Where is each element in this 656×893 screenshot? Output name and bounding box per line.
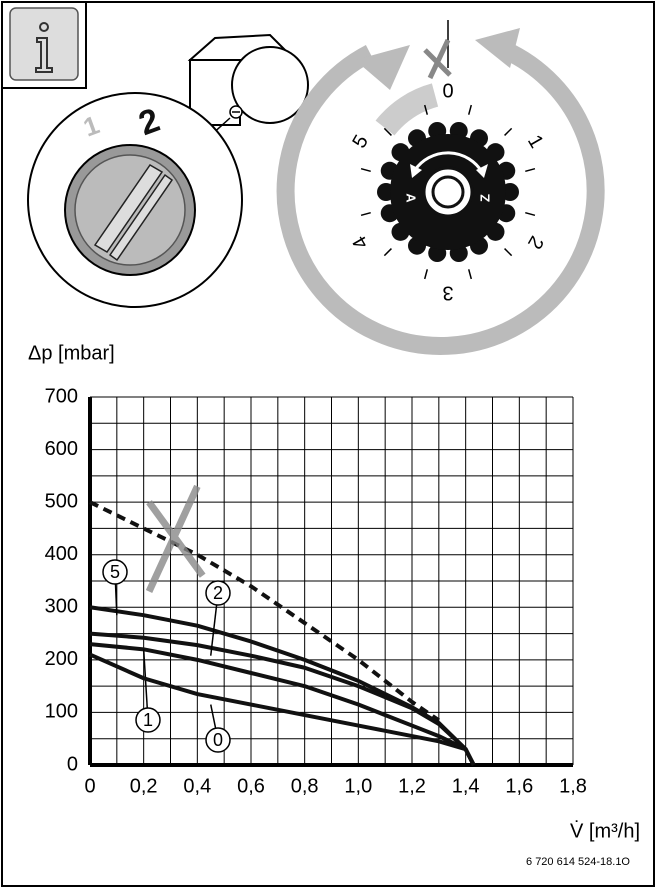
dial-label: 0 (442, 80, 453, 102)
dial-tick (383, 248, 392, 257)
legend-label: 0 (213, 730, 223, 750)
y-tick-label: 200 (45, 648, 78, 670)
dial-illustration: A Z (276, 20, 605, 355)
x-tick-label: 0,4 (183, 775, 211, 797)
dial-tick (467, 104, 473, 115)
dial-tick (504, 248, 513, 257)
x-tick-label: 0,2 (130, 775, 158, 797)
dial-direction: Z (477, 194, 492, 202)
y-tick-label: 500 (45, 490, 78, 512)
dial-tick (525, 211, 536, 217)
y-tick-label: 0 (67, 753, 78, 775)
dial-label: 3 (442, 282, 453, 304)
legend-label: 1 (143, 710, 153, 730)
x-axis-label: V̇ [m³/h] (570, 820, 640, 842)
line (89, 631, 476, 766)
legend-circle (205, 727, 231, 753)
line (89, 652, 476, 766)
dial-direction: A (404, 193, 419, 203)
dial-tick (360, 211, 371, 217)
switch-illustration: 1 2 (27, 33, 309, 308)
dial-tick (383, 127, 392, 136)
y-tick-label: 600 (45, 438, 78, 460)
y-tick-label: 700 (45, 385, 78, 407)
x-tick-label: 1,6 (505, 775, 533, 797)
dial-tick (525, 167, 536, 173)
plot: 0 0,2 0,4 0,6 0,8 1,0 1,2 1,4 1,6 1,8 0 100 200 300 40… (45, 385, 587, 797)
dial-tick (360, 167, 371, 173)
limit-mark (145, 484, 206, 593)
info-icon (1, 1, 87, 89)
dial-tick (467, 269, 473, 280)
y-axis-label: Δp [mbar] (28, 342, 115, 364)
line (89, 500, 440, 722)
legend-circle (135, 707, 161, 733)
legend-circle (102, 559, 128, 585)
legend-label: 2 (213, 583, 223, 603)
y-tick-label: 100 (45, 701, 78, 723)
x-tick-label: 0,8 (291, 775, 319, 797)
x-tick-label: 0,6 (237, 775, 265, 797)
dial-tick (504, 127, 513, 136)
x-tick-label: 1,4 (452, 775, 480, 797)
dial-tick (423, 104, 429, 115)
dial-tick (423, 269, 429, 280)
x-tick-label: 1,8 (559, 775, 587, 797)
y-tick-label: 400 (45, 543, 78, 565)
legend-circle (205, 580, 231, 606)
legend-label: 5 (110, 562, 120, 582)
y-tick-label: 300 (45, 596, 78, 618)
line (89, 642, 476, 766)
x-tick-label: 0 (84, 775, 95, 797)
x-tick-label: 1,2 (398, 775, 426, 797)
x-tick-label: 1,0 (344, 775, 372, 797)
figure-id: 6 720 614 524-18.1O (526, 856, 630, 868)
